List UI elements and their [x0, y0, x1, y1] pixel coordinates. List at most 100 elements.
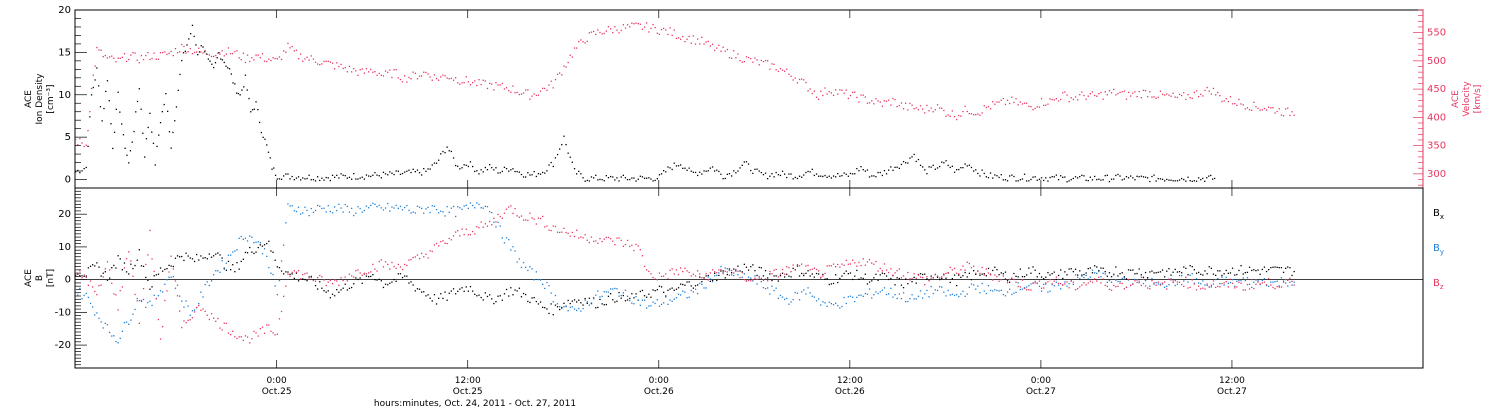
- data-point: [1263, 266, 1266, 268]
- data-point: [1159, 283, 1162, 285]
- data-point: [253, 108, 255, 110]
- data-point: [1149, 288, 1151, 290]
- data-point: [962, 290, 964, 292]
- data-point: [140, 300, 143, 303]
- data-point: [465, 204, 467, 206]
- data-point: [803, 79, 805, 81]
- data-point: [1291, 111, 1293, 113]
- data-point: [257, 241, 259, 243]
- data-point: [198, 259, 200, 261]
- data-point: [142, 265, 145, 267]
- data-point: [484, 166, 486, 169]
- data-point: [393, 69, 395, 71]
- data-point: [860, 94, 862, 96]
- data-point: [771, 285, 773, 287]
- data-point: [529, 301, 531, 304]
- data-point: [459, 235, 461, 237]
- data-point: [94, 65, 96, 67]
- data-point: [225, 53, 227, 55]
- data-point: [87, 267, 89, 269]
- data-point: [145, 54, 147, 57]
- data-point: [885, 293, 888, 296]
- data-point: [643, 26, 646, 28]
- data-point: [1096, 178, 1098, 181]
- data-point: [425, 208, 427, 210]
- data-point: [790, 173, 792, 175]
- data-point: [769, 175, 771, 177]
- data-point: [1151, 270, 1153, 272]
- data-point: [764, 59, 767, 62]
- data-point: [792, 264, 794, 266]
- data-point: [1100, 179, 1102, 181]
- data-point: [1189, 265, 1191, 267]
- data-point: [242, 258, 244, 260]
- data-point: [1259, 273, 1261, 275]
- data-point: [1257, 107, 1259, 109]
- data-point: [351, 275, 353, 277]
- data-point: [446, 242, 448, 245]
- data-point: [877, 292, 879, 295]
- data-point: [964, 105, 966, 107]
- data-point: [1287, 266, 1289, 268]
- data-point: [79, 172, 81, 174]
- data-point: [830, 265, 832, 267]
- data-point: [1170, 278, 1172, 280]
- data-point: [1032, 176, 1034, 178]
- data-point: [1106, 174, 1108, 176]
- data-point: [131, 141, 133, 143]
- data-point: [92, 264, 94, 266]
- data-point: [83, 275, 85, 277]
- data-point: [818, 98, 820, 100]
- data-point: [1149, 91, 1151, 93]
- data-point: [781, 272, 784, 274]
- data-point: [478, 203, 480, 206]
- data-point: [346, 205, 348, 208]
- data-point: [788, 275, 790, 277]
- data-point: [113, 131, 116, 133]
- data-point: [1074, 96, 1077, 98]
- data-point: [922, 166, 924, 168]
- data-point: [913, 276, 915, 278]
- data-point: [501, 170, 503, 173]
- data-point: [718, 269, 720, 271]
- data-point: [308, 278, 310, 280]
- data-point: [926, 289, 928, 292]
- data-point: [858, 261, 860, 264]
- data-point: [287, 173, 289, 175]
- data-point: [501, 217, 503, 219]
- data-point: [397, 170, 399, 172]
- data-point: [614, 287, 616, 290]
- data-point: [784, 276, 786, 278]
- legend-label: Bx: [1433, 208, 1444, 221]
- data-point: [654, 302, 656, 305]
- data-point: [1178, 281, 1181, 283]
- data-point: [1019, 268, 1021, 270]
- data-point: [1079, 176, 1081, 178]
- data-point: [484, 223, 486, 225]
- data-point: [900, 102, 903, 104]
- data-point: [145, 138, 148, 140]
- data-point: [905, 277, 907, 280]
- data-point: [841, 305, 843, 308]
- data-point: [261, 53, 264, 55]
- data-point: [779, 275, 782, 277]
- data-point: [769, 293, 771, 295]
- data-point: [987, 267, 990, 270]
- data-point: [1178, 274, 1181, 277]
- data-point: [106, 279, 109, 281]
- data-point: [1289, 281, 1291, 283]
- data-point: [752, 264, 754, 266]
- data-point: [550, 161, 552, 164]
- data-point: [690, 170, 692, 172]
- data-point: [622, 245, 624, 247]
- data-point: [597, 306, 599, 309]
- data-point: [936, 104, 939, 106]
- data-point: [397, 263, 399, 266]
- data-point: [110, 123, 112, 125]
- data-point: [699, 273, 701, 275]
- data-point: [196, 51, 198, 53]
- data-point: [136, 300, 138, 302]
- data-point: [1017, 285, 1019, 288]
- data-point: [525, 219, 527, 221]
- data-point: [1263, 281, 1266, 283]
